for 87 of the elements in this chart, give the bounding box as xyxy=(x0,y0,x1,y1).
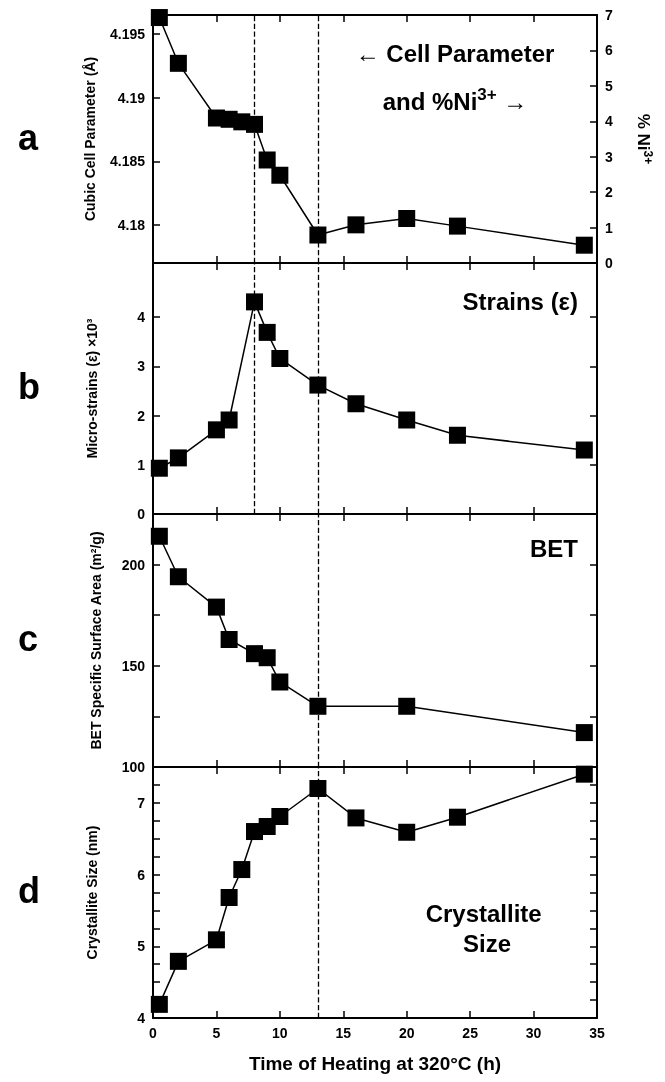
point xyxy=(575,441,593,459)
x-tick-label: 25 xyxy=(462,1025,479,1041)
y-tick-label: 200 xyxy=(121,556,146,573)
point xyxy=(309,376,327,394)
y2-tick-label: 2 xyxy=(605,184,613,201)
x-tick-label: 0 xyxy=(149,1025,158,1041)
point xyxy=(169,568,187,586)
point xyxy=(575,236,593,254)
text: a xyxy=(18,116,39,158)
y2-tick-label: 7 xyxy=(605,7,613,23)
x-tick-label: 10 xyxy=(272,1025,288,1041)
y2-tick-label: 1 xyxy=(605,219,613,236)
text: c xyxy=(18,618,39,659)
point xyxy=(258,151,276,169)
point xyxy=(207,598,225,616)
y2-tick-label: 5 xyxy=(605,77,613,94)
y-tick-label: 2 xyxy=(137,407,146,424)
y2-tick-label: 0 xyxy=(605,255,613,271)
y-tick-label: 6 xyxy=(137,866,146,883)
y-tick-label: 0 xyxy=(137,506,146,522)
y-tick-label: 4.19 xyxy=(117,89,146,106)
point xyxy=(448,808,466,826)
point xyxy=(220,889,238,907)
x-tick-label: 5 xyxy=(212,1025,221,1041)
x-tick-label: 20 xyxy=(398,1025,415,1041)
y-tick-label: 150 xyxy=(121,657,146,674)
annotation: Strains (ε) xyxy=(462,287,578,315)
point xyxy=(398,209,416,227)
point xyxy=(398,697,416,715)
y-tick-label: 100 xyxy=(121,759,146,775)
point xyxy=(258,649,276,667)
point xyxy=(245,115,263,133)
annotation: Crystallite Size xyxy=(425,899,549,957)
y-tick-label: 1 xyxy=(137,456,146,473)
y2-tick-label: 4 xyxy=(605,113,613,130)
y2-tick-label: 3 xyxy=(605,148,613,165)
point xyxy=(207,421,225,439)
point xyxy=(271,673,289,691)
annotation: ← Cell Parameter xyxy=(355,39,555,67)
point xyxy=(271,349,289,367)
point xyxy=(150,459,168,477)
point xyxy=(448,426,466,444)
x-tick-label: 15 xyxy=(335,1025,352,1041)
point xyxy=(233,861,251,879)
point xyxy=(220,411,238,429)
point xyxy=(150,995,168,1013)
y-axis-title: BET Specific Surface Area (m²/g) xyxy=(88,531,104,750)
x-axis-title: Time of Heating at 320°C (h) xyxy=(248,1053,502,1074)
point xyxy=(347,809,365,827)
y-tick-label: 4 xyxy=(137,309,146,326)
y-axis-title: Cubic Cell Parameter (Å) xyxy=(82,56,99,222)
text: d xyxy=(18,870,40,911)
point xyxy=(150,527,168,545)
y-tick-label: 7 xyxy=(137,794,146,811)
point xyxy=(271,807,289,825)
point xyxy=(150,9,168,27)
y-tick-label: 4.185 xyxy=(109,153,146,170)
point xyxy=(220,630,238,648)
point xyxy=(271,166,289,184)
point xyxy=(309,780,327,798)
point xyxy=(448,217,466,235)
y-tick-label: 4 xyxy=(137,1010,146,1026)
point xyxy=(309,697,327,715)
y-tick-label: 5 xyxy=(137,938,146,955)
point xyxy=(169,952,187,970)
point xyxy=(169,449,187,467)
point xyxy=(347,216,365,234)
point xyxy=(575,724,593,742)
point xyxy=(347,395,365,413)
y-axis-title: Micro-strains (ε) ×10³ xyxy=(84,318,100,459)
y2-axis-title: % Ni3+ xyxy=(634,113,655,165)
y-tick-label: 4.195 xyxy=(109,26,146,43)
x-tick-label: 35 xyxy=(589,1025,605,1041)
point xyxy=(169,54,187,72)
point xyxy=(309,226,327,244)
point xyxy=(207,931,225,949)
y-axis-title: Crystallite Size (nm) xyxy=(84,825,100,960)
annotation: BET xyxy=(530,534,579,562)
point xyxy=(258,323,276,341)
y2-tick-label: 6 xyxy=(605,42,613,59)
y-tick-label: 3 xyxy=(137,358,146,375)
point xyxy=(398,411,416,429)
point xyxy=(398,823,416,841)
x-tick-label: 30 xyxy=(525,1025,542,1041)
point xyxy=(245,293,263,311)
text: b xyxy=(18,366,40,407)
y-tick-label: 4.18 xyxy=(117,216,146,233)
